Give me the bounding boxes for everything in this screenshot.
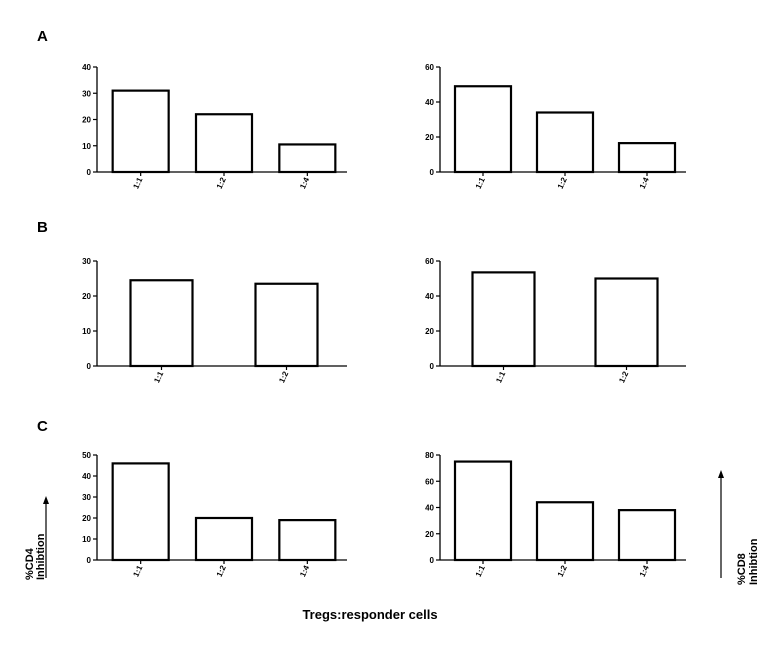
x-tick-label: 1:4 — [298, 564, 311, 579]
y-tick-label: 20 — [425, 327, 434, 336]
y-tick-label: 40 — [425, 98, 434, 107]
y-tick-label: 40 — [82, 63, 91, 72]
x-tick-label: 1:1 — [131, 564, 144, 579]
y-tick-label: 30 — [82, 493, 91, 502]
y-tick-label: 0 — [430, 168, 435, 177]
bar-1-2 — [535, 111, 595, 174]
y-tick-label: 0 — [87, 168, 92, 177]
charts-group: 0 10 20 30 40 1:1 1:2 1:4 0 20 40 60 1:1 1:2 1:4 0 10 20 3… — [82, 63, 686, 578]
x-tick-label: 1:4 — [638, 564, 651, 579]
y-tick-label: 20 — [82, 292, 91, 301]
bar-1-4 — [278, 143, 337, 174]
bar-1-1 — [129, 279, 194, 368]
y-tick-label: 40 — [425, 292, 434, 301]
x-tick-label: 1:1 — [494, 370, 507, 385]
y-tick-label: 20 — [425, 530, 434, 539]
y-tick-label: 20 — [425, 133, 434, 142]
cd8-axis-label: %CD8 Inhibtion — [718, 470, 760, 585]
bar-1-1 — [471, 271, 536, 368]
bar-1-2 — [535, 501, 595, 562]
panel-letter-c: C — [37, 418, 48, 435]
bar-1-1 — [453, 460, 513, 562]
x-tick-label: 1:1 — [131, 176, 144, 191]
chart-4: 0 20 40 60 1:1 1:2 — [425, 257, 686, 384]
x-tick-label: 1:1 — [474, 564, 487, 579]
y-tick-label: 10 — [82, 327, 91, 336]
x-tick-label: 1:2 — [215, 176, 228, 191]
y-tick-label: 80 — [425, 451, 434, 460]
y-tick-label: 0 — [87, 362, 92, 371]
y-tick-label: 40 — [82, 472, 91, 481]
x-tick-label: 1:4 — [638, 176, 651, 191]
y-tick-label: 60 — [425, 477, 434, 486]
chart-2: 0 20 40 60 1:1 1:2 1:4 — [425, 63, 686, 190]
bar-1-1 — [111, 462, 170, 562]
x-tick-label: 1:2 — [277, 370, 290, 385]
bar-1-2 — [594, 277, 659, 368]
x-tick-label: 1:2 — [215, 564, 228, 579]
y-tick-label: 0 — [430, 556, 435, 565]
x-tick-label: 1:2 — [617, 370, 630, 385]
bar-1-1 — [111, 89, 170, 174]
y-tick-label: 50 — [82, 451, 91, 460]
x-tick-label: 1:2 — [556, 564, 569, 579]
y-tick-label: 10 — [82, 535, 91, 544]
bar-1-1 — [453, 85, 513, 174]
y-tick-label: 60 — [425, 63, 434, 72]
y-tick-label: 20 — [82, 514, 91, 523]
cd8-label-line1: %CD8 — [736, 553, 748, 585]
cd8-label-line2: Inhibtion — [748, 538, 760, 585]
chart-5: 0 10 20 30 40 50 1:1 1:2 1:4 — [82, 451, 347, 578]
y-tick-label: 30 — [82, 89, 91, 98]
x-tick-label: 1:4 — [298, 176, 311, 191]
y-tick-label: 0 — [87, 556, 92, 565]
bar-1-2 — [254, 282, 319, 368]
x-tick-label: 1:2 — [556, 176, 569, 191]
y-tick-label: 40 — [425, 504, 434, 513]
bar-1-4 — [278, 518, 337, 562]
cd4-label-line2: Inhibtion — [35, 533, 47, 580]
y-tick-label: 20 — [82, 116, 91, 125]
y-tick-label: 30 — [82, 257, 91, 266]
y-tick-label: 10 — [82, 142, 91, 151]
bar-1-2 — [194, 516, 254, 562]
panel-letter-b: B — [37, 219, 48, 236]
chart-6: 0 20 40 60 80 1:1 1:2 1:4 — [425, 451, 686, 578]
panel-letter-a: A — [37, 28, 48, 45]
y-tick-label: 60 — [425, 257, 434, 266]
bar-1-4 — [617, 509, 677, 562]
chart-1: 0 10 20 30 40 1:1 1:2 1:4 — [82, 63, 347, 190]
y-tick-label: 0 — [430, 362, 435, 371]
x-tick-label: 1:1 — [152, 370, 165, 385]
cd4-axis-label: %CD4 Inhibtion — [24, 496, 49, 580]
cd4-label-line1: %CD4 — [24, 547, 36, 580]
x-tick-label: 1:1 — [474, 176, 487, 191]
bar-1-4 — [617, 142, 677, 174]
shared-x-axis-label: Tregs:responder cells — [302, 607, 437, 622]
chart-3: 0 10 20 30 1:1 1:2 — [82, 257, 347, 384]
bar-1-2 — [194, 113, 254, 174]
